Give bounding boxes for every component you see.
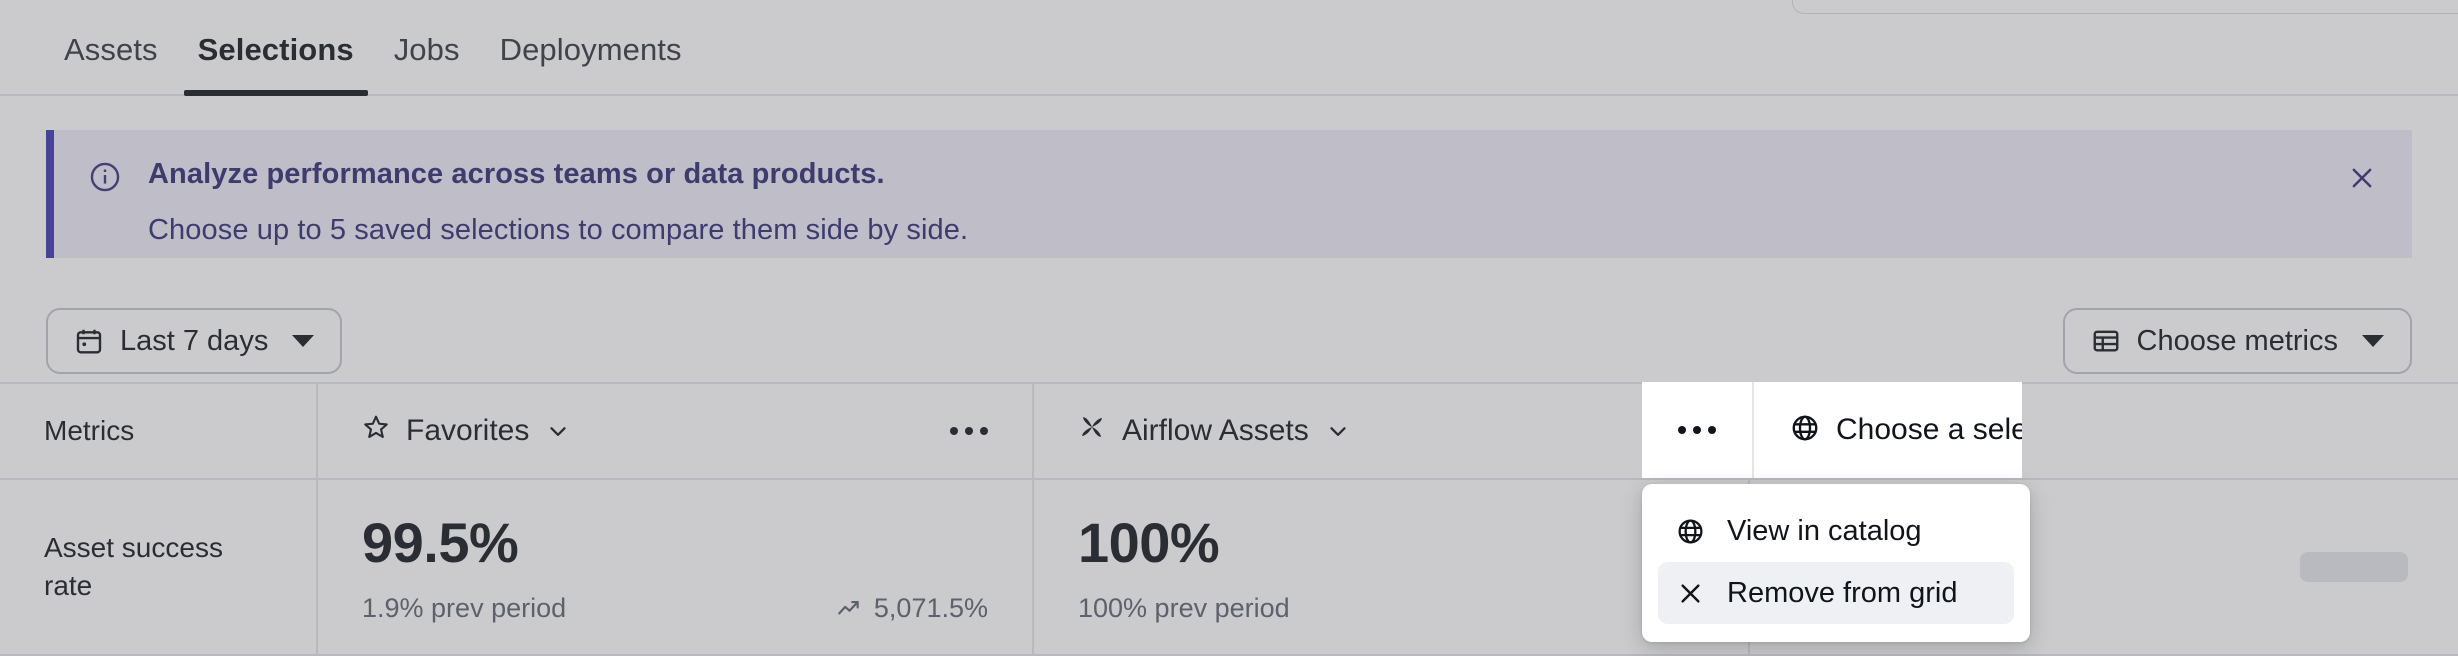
grid-header-metrics: Metrics xyxy=(0,384,318,478)
chevron-down-icon xyxy=(545,418,571,444)
metric-value: 100% xyxy=(1078,511,1220,575)
menu-item-label: View in catalog xyxy=(1727,514,1922,547)
chevron-down-icon xyxy=(2362,335,2384,347)
column-overflow-menu-button[interactable] xyxy=(950,427,988,435)
row-label-cell: Asset success rate xyxy=(0,480,318,654)
grid-header-metrics-label: Metrics xyxy=(44,415,135,446)
trend-up-icon xyxy=(836,595,862,621)
choose-selection-trigger[interactable]: Choose a selection xyxy=(1754,382,2022,478)
metric-delta: 5,071.5% xyxy=(836,593,988,624)
info-circle-icon xyxy=(88,160,122,194)
metric-cell-favorites: 99.5% 1.9% prev period 5,071.5% xyxy=(318,480,1034,654)
loading-skeleton xyxy=(2300,552,2408,582)
row-label: Asset success rate xyxy=(44,532,223,601)
metric-cell-airflow-assets: 100% 100% prev period xyxy=(1034,480,1750,654)
table-row: Asset success rate 99.5% 1.9% prev perio… xyxy=(0,480,2458,656)
close-icon xyxy=(1676,579,1705,608)
choose-metrics-button[interactable]: Choose metrics xyxy=(2062,308,2412,374)
tab-deployments[interactable]: Deployments xyxy=(499,32,682,67)
date-range-label: Last 7 days xyxy=(120,324,269,357)
menu-item-view-in-catalog[interactable]: View in catalog xyxy=(1658,500,2014,562)
grid-header-row: Metrics Favorites xyxy=(0,384,2458,480)
column-context-menu: View in catalog Remove from grid xyxy=(1642,484,2030,642)
menu-item-label: Remove from grid xyxy=(1727,576,1958,609)
tab-assets[interactable]: Assets xyxy=(64,32,158,67)
star-icon xyxy=(362,413,390,449)
choose-selection-label: Choose a selection xyxy=(1836,413,2022,446)
info-banner: Analyze performance across teams or data… xyxy=(46,130,2412,258)
metric-prev-period: 1.9% prev period xyxy=(362,592,567,623)
menu-item-remove-from-grid[interactable]: Remove from grid xyxy=(1658,562,2014,624)
active-column-header: Choose a selection xyxy=(1642,382,2022,478)
table-icon xyxy=(2091,326,2121,356)
info-banner-title: Analyze performance across teams or data… xyxy=(148,158,885,190)
metric-delta-value: 5,071.5% xyxy=(873,592,988,623)
metric-cell-choose-selection xyxy=(1750,480,2458,654)
comparison-grid: Metrics Favorites xyxy=(0,382,2458,656)
primary-tabbar: Assets Selections Jobs Deployments xyxy=(0,0,2458,96)
grid-toolbar: Last 7 days Choose metrics xyxy=(0,302,2458,380)
metric-prev-period: 100% prev period xyxy=(1078,592,1290,623)
choose-metrics-label: Choose metrics xyxy=(2136,324,2338,357)
top-floating-card xyxy=(1792,0,2458,14)
tab-selections[interactable]: Selections xyxy=(178,32,374,96)
grid-header-favorites-label: Favorites xyxy=(406,414,530,447)
globe-icon xyxy=(1790,413,1820,448)
info-banner-subtitle: Choose up to 5 saved selections to compa… xyxy=(148,214,969,247)
globe-icon xyxy=(1676,517,1705,546)
chevron-down-icon xyxy=(292,335,315,347)
grid-header-favorites[interactable]: Favorites xyxy=(318,384,1034,478)
calendar-icon xyxy=(74,326,104,356)
active-column-overflow-zone[interactable] xyxy=(1642,382,1754,478)
close-icon[interactable] xyxy=(2342,158,2382,198)
chevron-down-icon xyxy=(1325,418,1351,444)
grid-header-airflow-assets-label: Airflow Assets xyxy=(1122,414,1309,447)
airflow-pinwheel-icon xyxy=(1078,413,1106,449)
metric-value: 99.5% xyxy=(362,511,519,575)
info-banner-text: Analyze performance across teams or data… xyxy=(148,156,2342,249)
tab-jobs[interactable]: Jobs xyxy=(393,32,460,67)
column-overflow-menu-button[interactable] xyxy=(1678,426,1716,434)
date-range-picker[interactable]: Last 7 days xyxy=(46,308,343,374)
